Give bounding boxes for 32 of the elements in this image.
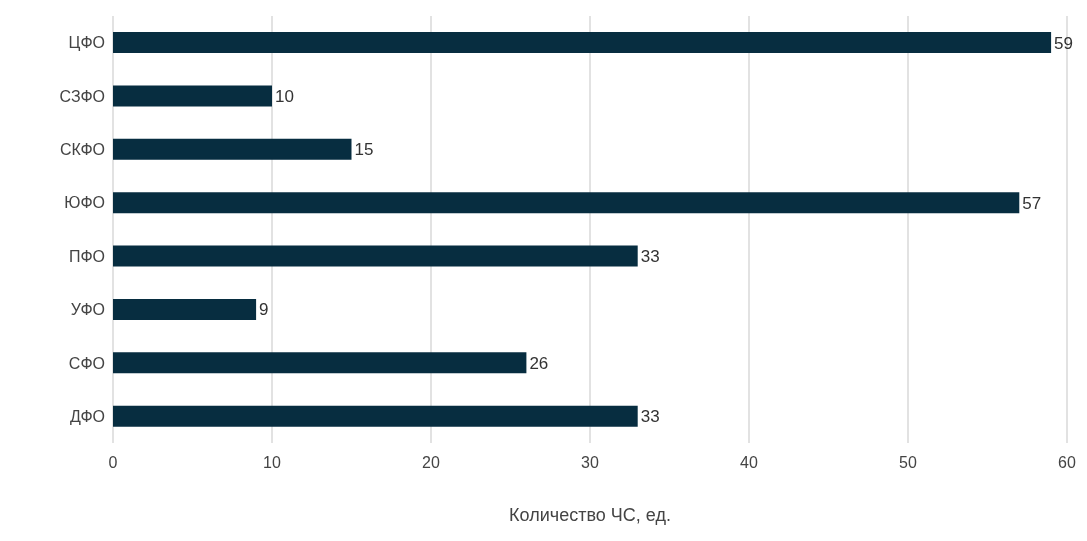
data-label: 33 bbox=[640, 247, 660, 267]
data-label: 15 bbox=[354, 140, 374, 160]
bar bbox=[113, 352, 527, 374]
x-tick-label: 0 bbox=[108, 454, 118, 472]
x-tick-label: 60 bbox=[1058, 454, 1076, 472]
y-tick-label: ЦФО bbox=[68, 34, 105, 52]
x-tick-label: 40 bbox=[740, 454, 758, 472]
x-tick-label: 50 bbox=[899, 454, 917, 472]
x-tick-label: 10 bbox=[263, 454, 281, 472]
y-tick-label: СКФО bbox=[60, 141, 105, 159]
x-axis-title: Количество ЧС, ед. bbox=[509, 505, 671, 525]
y-tick-label: ПФО bbox=[68, 247, 105, 265]
bar bbox=[113, 245, 638, 267]
data-label: 9 bbox=[259, 300, 269, 320]
bar bbox=[113, 192, 1020, 214]
data-label: 57 bbox=[1022, 193, 1042, 213]
data-label: 26 bbox=[529, 353, 549, 373]
data-label: 10 bbox=[275, 86, 294, 106]
bar bbox=[113, 138, 352, 160]
y-tick-label: УФО bbox=[70, 301, 105, 319]
y-tick-label: СЗФО bbox=[59, 87, 105, 105]
data-label: 59 bbox=[1054, 33, 1074, 53]
bar bbox=[113, 405, 638, 427]
bar bbox=[113, 85, 272, 107]
data-label: 33 bbox=[640, 407, 660, 427]
y-tick-label: ЮФО bbox=[64, 194, 105, 212]
x-tick-label: 20 bbox=[422, 454, 440, 472]
bar bbox=[113, 298, 257, 320]
bar bbox=[113, 32, 1052, 53]
y-tick-label: СФО bbox=[68, 354, 105, 372]
x-tick-label: 30 bbox=[581, 454, 599, 472]
y-tick-label: ДФО bbox=[69, 407, 105, 425]
